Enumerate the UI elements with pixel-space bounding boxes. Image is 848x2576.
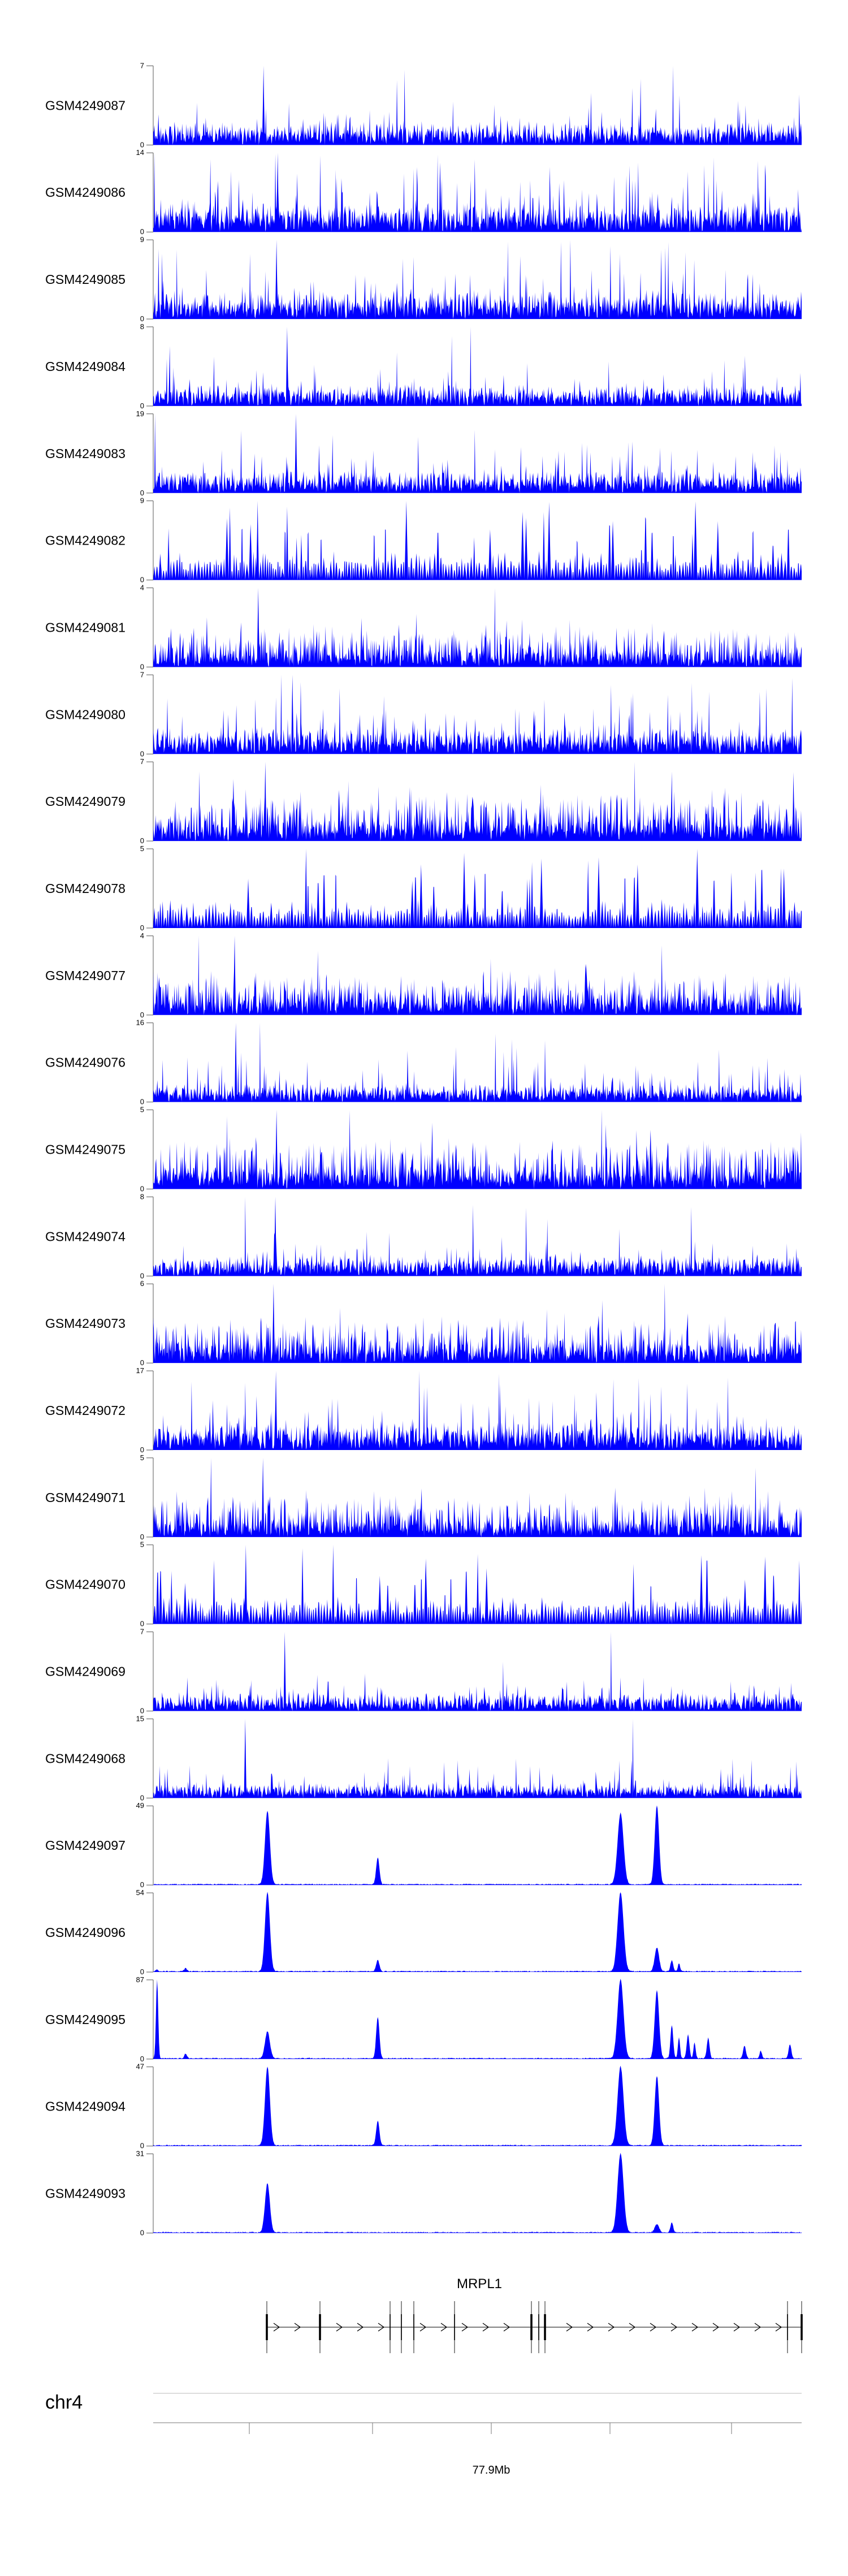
svg-text:GSM4249094: GSM4249094 <box>45 2099 126 2114</box>
svg-text:7: 7 <box>140 61 144 70</box>
svg-text:5: 5 <box>140 1541 144 1549</box>
svg-text:GSM4249086: GSM4249086 <box>45 185 126 200</box>
svg-text:0: 0 <box>140 1533 144 1541</box>
svg-text:7: 7 <box>140 1628 144 1636</box>
svg-text:GSM4249076: GSM4249076 <box>45 1055 126 1070</box>
svg-text:4: 4 <box>140 931 144 940</box>
svg-text:GSM4249084: GSM4249084 <box>45 359 126 374</box>
svg-text:0: 0 <box>140 1620 144 1628</box>
svg-text:0: 0 <box>140 1098 144 1106</box>
svg-text:16: 16 <box>136 1019 144 1027</box>
svg-text:GSM4249082: GSM4249082 <box>45 533 126 548</box>
svg-text:0: 0 <box>140 1880 144 1889</box>
svg-text:87: 87 <box>136 1975 144 1984</box>
svg-text:54: 54 <box>136 1888 144 1897</box>
svg-text:17: 17 <box>136 1366 144 1375</box>
svg-text:0: 0 <box>140 1011 144 1019</box>
svg-text:GSM4249093: GSM4249093 <box>45 2186 126 2201</box>
svg-text:0: 0 <box>140 314 144 323</box>
svg-text:GSM4249071: GSM4249071 <box>45 1490 126 1505</box>
svg-text:5: 5 <box>140 844 144 853</box>
svg-text:14: 14 <box>136 148 144 157</box>
svg-text:0: 0 <box>140 227 144 236</box>
svg-text:0: 0 <box>140 1271 144 1280</box>
svg-text:GSM4249068: GSM4249068 <box>45 1751 126 1766</box>
svg-text:0: 0 <box>140 140 144 149</box>
svg-text:GSM4249096: GSM4249096 <box>45 1925 126 1940</box>
svg-text:0: 0 <box>140 1967 144 1976</box>
svg-text:MRPL1: MRPL1 <box>457 2276 502 2292</box>
svg-text:8: 8 <box>140 1192 144 1201</box>
svg-text:8: 8 <box>140 322 144 331</box>
svg-text:4: 4 <box>140 583 144 592</box>
svg-text:GSM4249077: GSM4249077 <box>45 968 126 983</box>
svg-text:31: 31 <box>136 2150 144 2158</box>
svg-text:GSM4249069: GSM4249069 <box>45 1664 126 1679</box>
svg-text:GSM4249081: GSM4249081 <box>45 620 126 635</box>
svg-text:0: 0 <box>140 1793 144 1802</box>
svg-text:6: 6 <box>140 1279 144 1288</box>
svg-text:0: 0 <box>140 2229 144 2237</box>
svg-text:GSM4249070: GSM4249070 <box>45 1577 126 1592</box>
svg-text:GSM4249095: GSM4249095 <box>45 2012 126 2027</box>
svg-text:0: 0 <box>140 836 144 845</box>
svg-text:7: 7 <box>140 670 144 679</box>
svg-text:0: 0 <box>140 2055 144 2063</box>
svg-text:9: 9 <box>140 497 144 505</box>
svg-text:0: 0 <box>140 1707 144 1715</box>
svg-text:0: 0 <box>140 749 144 758</box>
svg-text:77.9Mb: 77.9Mb <box>473 2464 510 2476</box>
svg-text:GSM4249072: GSM4249072 <box>45 1403 126 1418</box>
svg-text:GSM4249079: GSM4249079 <box>45 794 126 809</box>
svg-text:GSM4249085: GSM4249085 <box>45 272 126 287</box>
svg-text:19: 19 <box>136 409 144 418</box>
svg-text:0: 0 <box>140 1184 144 1193</box>
svg-text:47: 47 <box>136 2062 144 2071</box>
svg-text:0: 0 <box>140 576 144 584</box>
svg-text:GSM4249075: GSM4249075 <box>45 1142 126 1157</box>
svg-text:GSM4249080: GSM4249080 <box>45 707 126 722</box>
svg-text:0: 0 <box>140 489 144 497</box>
svg-text:0: 0 <box>140 402 144 410</box>
svg-text:GSM4249078: GSM4249078 <box>45 881 126 896</box>
svg-text:49: 49 <box>136 1801 144 1810</box>
svg-text:5: 5 <box>140 1453 144 1462</box>
svg-text:0: 0 <box>140 924 144 932</box>
svg-text:GSM4249083: GSM4249083 <box>45 446 126 461</box>
svg-text:GSM4249073: GSM4249073 <box>45 1316 126 1331</box>
svg-text:GSM4249097: GSM4249097 <box>45 1838 126 1853</box>
svg-text:15: 15 <box>136 1714 144 1723</box>
svg-text:chr4: chr4 <box>45 2392 83 2413</box>
svg-text:0: 0 <box>140 2142 144 2150</box>
svg-text:7: 7 <box>140 757 144 766</box>
svg-text:0: 0 <box>140 1446 144 1454</box>
svg-text:5: 5 <box>140 1105 144 1114</box>
svg-text:0: 0 <box>140 1358 144 1367</box>
svg-text:GSM4249074: GSM4249074 <box>45 1229 126 1244</box>
svg-text:GSM4249087: GSM4249087 <box>45 98 126 113</box>
svg-text:0: 0 <box>140 662 144 671</box>
svg-text:9: 9 <box>140 235 144 244</box>
